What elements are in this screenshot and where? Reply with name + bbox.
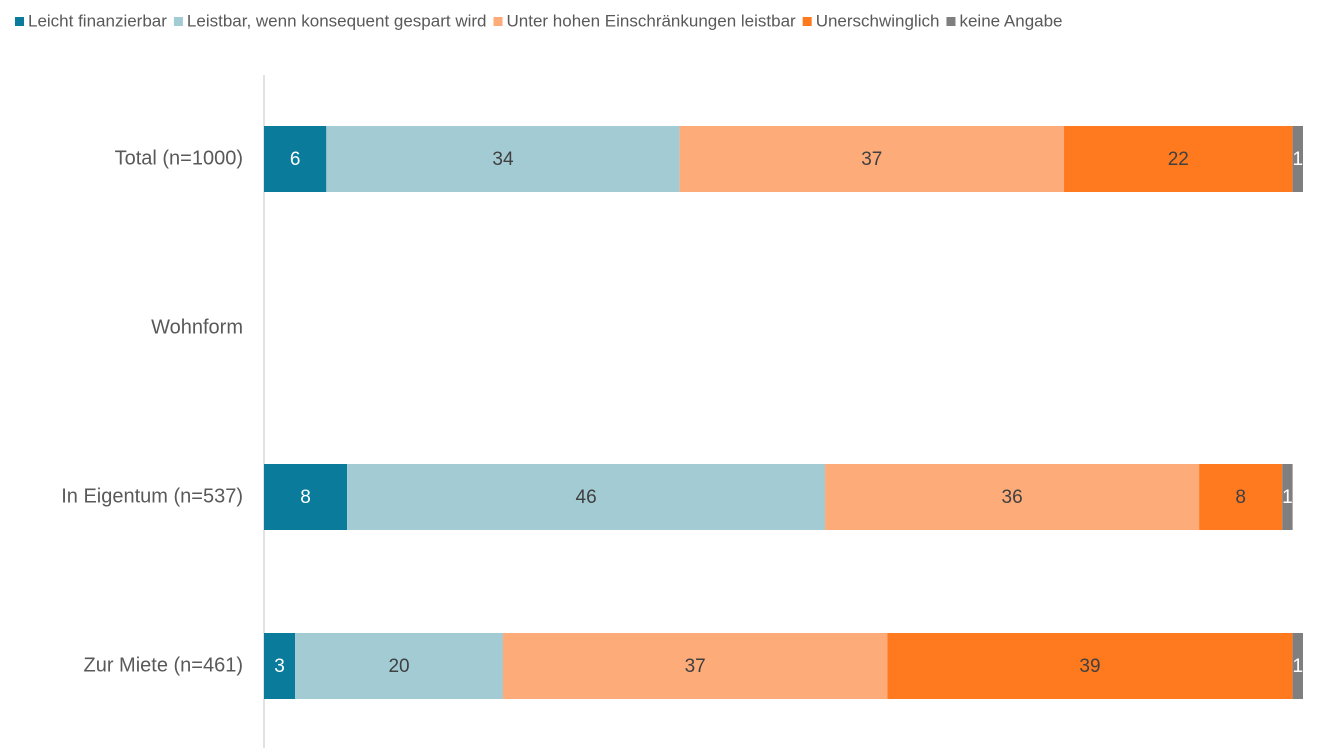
data-label: 1	[1282, 487, 1293, 508]
legend-label: Unerschwinglich	[816, 11, 940, 30]
legend-swatch	[946, 17, 956, 26]
bar-segment	[502, 633, 888, 699]
legend-swatch	[802, 17, 812, 26]
bar-segment	[264, 126, 327, 192]
category-label: Wohnform	[151, 316, 243, 338]
bar-segment	[1064, 126, 1293, 192]
data-label: 1	[1293, 656, 1304, 677]
category-label: In Eigentum (n=537)	[61, 485, 243, 507]
bar-segment	[1292, 126, 1303, 192]
legend-swatch	[173, 17, 183, 26]
data-label: 8	[1235, 487, 1246, 508]
data-label: 6	[290, 149, 301, 170]
bar-segment	[825, 464, 1200, 530]
legend-label: Unter hohen Einschränkungen leistbar	[507, 11, 797, 30]
bar-segment	[264, 633, 296, 699]
data-label: 34	[492, 149, 514, 170]
category-label: Total (n=1000)	[115, 147, 243, 169]
legend-swatch	[15, 17, 24, 26]
data-label: 1	[1293, 149, 1304, 170]
data-label: 8	[300, 487, 311, 508]
data-label: 37	[861, 149, 882, 170]
data-label: 46	[576, 487, 597, 508]
data-label: 36	[1002, 487, 1023, 508]
legend-label: Leistbar, wenn konsequent gespart wird	[187, 11, 487, 30]
legend-label: Leicht finanzierbar	[28, 11, 167, 30]
bar-segment	[264, 464, 348, 530]
legend-label: keine Angabe	[959, 11, 1062, 30]
bar-segment	[1282, 464, 1293, 530]
category-label: Zur Miete (n=461)	[83, 654, 243, 676]
data-label: 20	[388, 656, 409, 677]
bar-segment	[347, 464, 826, 530]
bar-segment	[326, 126, 680, 192]
bar-segment	[1292, 633, 1303, 699]
data-label: 39	[1079, 656, 1100, 677]
bar-segment	[1199, 464, 1283, 530]
bar-segment	[679, 126, 1065, 192]
bar-segment	[887, 633, 1293, 699]
data-label: 3	[274, 656, 285, 677]
data-label: 22	[1168, 149, 1189, 170]
legend-swatch	[493, 17, 503, 26]
data-label: 37	[685, 656, 706, 677]
bar-segment	[295, 633, 503, 699]
